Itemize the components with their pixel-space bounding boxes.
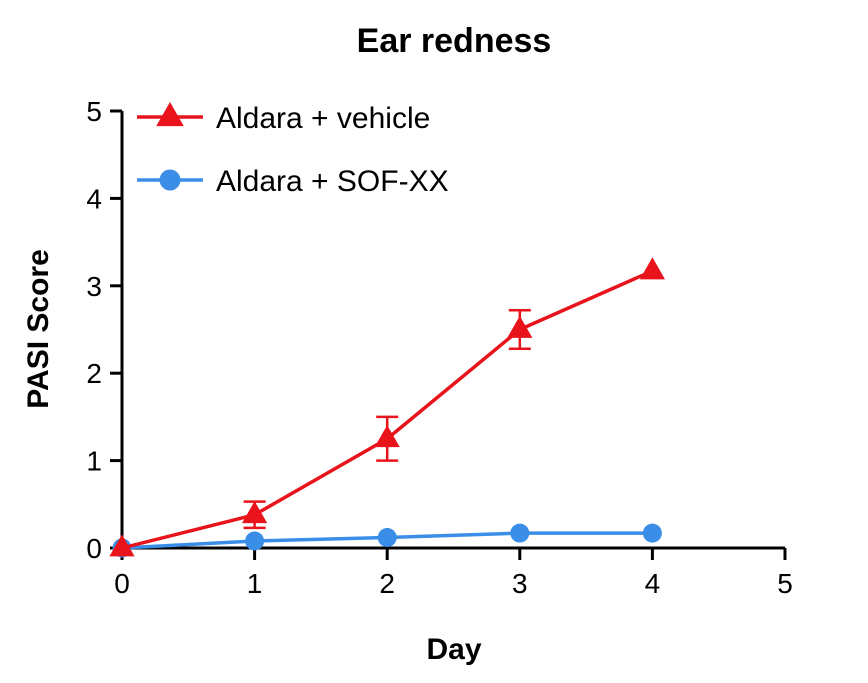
x-tick-label: 2: [379, 568, 395, 599]
x-tick-label: 3: [512, 568, 528, 599]
chart-title: Ear redness: [357, 22, 552, 60]
y-tick-label: 5: [86, 96, 102, 127]
data-point: [242, 501, 268, 524]
x-axis-label: Day: [426, 633, 481, 666]
data-point: [109, 534, 135, 557]
data-point: [639, 257, 665, 280]
y-axis-label: PASI Score: [22, 249, 55, 409]
data-point: [374, 425, 400, 448]
y-tick-label: 4: [86, 183, 102, 214]
legend-entry: Aldara + SOF-XX: [137, 165, 449, 198]
legend-entry: Aldara + vehicle: [137, 102, 430, 135]
x-tick-label: 0: [114, 568, 130, 599]
data-point: [507, 315, 533, 338]
axes: 0 1 2 3 4 5 0 1 2 3 4 5: [86, 96, 792, 599]
legend-marker: [159, 169, 181, 191]
x-tick-label: 5: [777, 568, 793, 599]
data-point: [510, 523, 530, 543]
y-tick-label: 2: [86, 358, 102, 389]
legend-label: Aldara + SOF-XX: [216, 165, 449, 198]
x-tick-label: 4: [645, 568, 661, 599]
legend: Aldara + vehicle Aldara + SOF-XX: [137, 102, 449, 198]
y-tick-label: 0: [86, 533, 102, 564]
y-tick-label: 3: [86, 271, 102, 302]
series-aldara-vehicle: [109, 257, 665, 557]
series-line: [121, 269, 654, 550]
data-point: [377, 528, 397, 548]
legend-marker: [156, 102, 184, 127]
data-point: [642, 523, 662, 543]
x-tick-label: 1: [247, 568, 263, 599]
y-tick-label: 1: [86, 446, 102, 477]
legend-label: Aldara + vehicle: [216, 102, 430, 135]
data-point: [245, 531, 265, 551]
series-layer: [109, 257, 665, 558]
